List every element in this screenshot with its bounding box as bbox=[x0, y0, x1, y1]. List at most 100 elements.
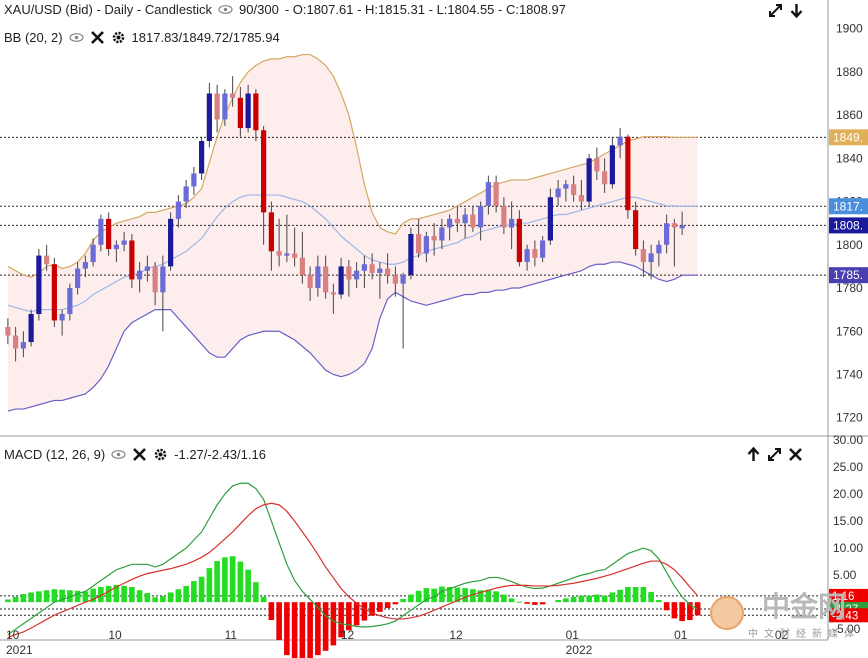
candle-body bbox=[423, 236, 429, 254]
macd-histogram-bar bbox=[663, 602, 670, 611]
candle bbox=[59, 309, 65, 336]
macd-histogram-bar bbox=[144, 592, 151, 603]
candle bbox=[478, 201, 484, 241]
macd-histogram-bar bbox=[578, 595, 585, 603]
macd-marker-box bbox=[829, 588, 868, 603]
price-tick-label: 1760 bbox=[836, 324, 863, 338]
close-icon[interactable] bbox=[788, 447, 803, 462]
macd-histogram-bar bbox=[136, 590, 143, 603]
candle-body bbox=[168, 218, 174, 267]
macd-histogram-bar bbox=[183, 585, 189, 603]
price-tick-label: 1860 bbox=[836, 108, 863, 122]
macd-histogram-bar bbox=[493, 591, 499, 603]
macd-histogram-bar bbox=[648, 591, 654, 603]
date-tick-label: 01 bbox=[566, 628, 580, 642]
macd-histogram-bar bbox=[477, 590, 484, 603]
macd-histogram-bar bbox=[191, 581, 197, 603]
macd-histogram-bar bbox=[28, 592, 34, 603]
candle bbox=[648, 244, 654, 280]
candle-body bbox=[214, 93, 220, 120]
candle bbox=[152, 262, 158, 306]
price-tick-label: 1740 bbox=[836, 367, 863, 381]
candle bbox=[485, 175, 491, 215]
macd-tick-label: 20.00 bbox=[833, 487, 863, 501]
candle-body bbox=[237, 97, 243, 129]
candle bbox=[323, 255, 329, 299]
candle-body bbox=[253, 93, 259, 131]
candle-body bbox=[408, 233, 414, 276]
arrow-down-icon[interactable] bbox=[789, 3, 804, 19]
eye-icon[interactable] bbox=[68, 30, 84, 45]
macd-histogram-bar bbox=[656, 600, 662, 603]
macd-histogram-bar bbox=[570, 596, 577, 603]
macd-histogram-bar bbox=[609, 592, 616, 603]
candle bbox=[13, 326, 19, 362]
candle bbox=[276, 218, 282, 267]
price-tick-label: 1800 bbox=[836, 238, 863, 252]
candle-body bbox=[447, 218, 453, 228]
macd-histogram-bar bbox=[284, 602, 290, 656]
price-tick-label: 1780 bbox=[836, 281, 863, 295]
price-marker-box bbox=[829, 267, 868, 284]
macd-histogram-bar bbox=[260, 596, 267, 603]
close-icon[interactable] bbox=[90, 30, 105, 45]
candle-body bbox=[13, 335, 19, 349]
macd-histogram-bar bbox=[245, 569, 251, 603]
candle-body bbox=[28, 313, 34, 343]
candle bbox=[261, 125, 267, 245]
bb-label: BB (20, 2) bbox=[4, 30, 63, 45]
candle bbox=[160, 255, 166, 332]
macd-histogram-bar bbox=[423, 588, 430, 603]
date-tick-label: 2021 bbox=[6, 643, 33, 657]
candle bbox=[214, 84, 220, 133]
candle-body bbox=[656, 244, 662, 254]
macd-histogram-bar bbox=[307, 602, 313, 658]
candle bbox=[121, 231, 127, 252]
candle-body bbox=[664, 223, 670, 245]
macd-marker-box bbox=[829, 608, 868, 623]
candle bbox=[106, 212, 112, 256]
candle-body bbox=[563, 184, 569, 189]
candle bbox=[563, 179, 569, 202]
watermark-sub: 中文财经新媒体 bbox=[748, 629, 860, 640]
candle bbox=[28, 309, 34, 347]
macd-tick-label: 30.00 bbox=[833, 433, 863, 447]
candle-body bbox=[276, 251, 282, 256]
expand-icon[interactable] bbox=[767, 447, 782, 462]
candle-body bbox=[59, 313, 65, 321]
candle-body bbox=[485, 182, 491, 206]
candle-body bbox=[679, 225, 685, 229]
date-tick-label: 10 bbox=[108, 628, 122, 642]
candle-body bbox=[67, 288, 73, 314]
candle-body bbox=[36, 255, 42, 314]
bars-info: 90/300 bbox=[239, 2, 279, 17]
date-tick-label: 12 bbox=[449, 628, 463, 642]
candle bbox=[168, 212, 174, 271]
expand-icon[interactable] bbox=[768, 3, 783, 18]
gear-icon[interactable] bbox=[153, 447, 168, 462]
candle bbox=[113, 240, 119, 263]
candle bbox=[470, 205, 476, 232]
arrow-up-icon[interactable] bbox=[746, 446, 761, 462]
candle-body bbox=[245, 93, 251, 129]
candle-body bbox=[640, 249, 646, 263]
eye-icon[interactable] bbox=[111, 447, 126, 462]
macd-histogram-bar bbox=[222, 557, 228, 603]
candle-body bbox=[516, 218, 522, 263]
close-icon[interactable] bbox=[132, 447, 147, 462]
macd-histogram-bar bbox=[485, 589, 492, 603]
eye-icon[interactable] bbox=[218, 2, 233, 17]
candle-body bbox=[152, 266, 158, 293]
bb-middle-line bbox=[7, 194, 698, 313]
macd-histogram-bar bbox=[586, 595, 592, 603]
candle bbox=[222, 89, 228, 126]
price-marker-text: 1849. bbox=[833, 130, 863, 144]
bb-lower-line bbox=[7, 261, 698, 412]
gear-icon[interactable] bbox=[111, 30, 126, 45]
candle bbox=[5, 318, 11, 345]
macd-histogram-bar bbox=[462, 588, 468, 603]
candle bbox=[292, 227, 298, 267]
macd-histogram-bar bbox=[175, 589, 182, 603]
macd-histogram-bar bbox=[400, 598, 406, 603]
